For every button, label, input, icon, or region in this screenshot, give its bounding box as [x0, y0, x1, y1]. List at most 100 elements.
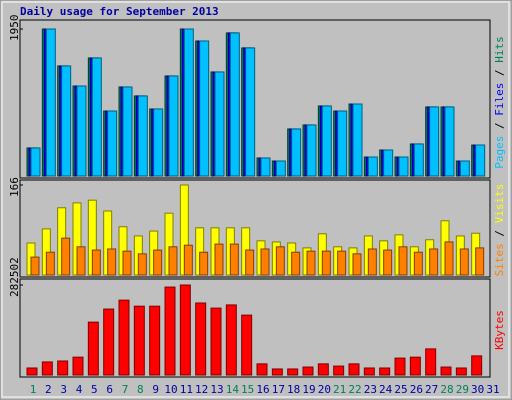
bar: [471, 355, 483, 376]
x-tick-label: 23: [364, 383, 377, 396]
bar: [210, 307, 222, 376]
legend-separator: /: [493, 223, 506, 243]
bar: [229, 243, 239, 276]
legend-entry: KBytes: [493, 310, 506, 350]
bar: [394, 357, 406, 376]
bar: [444, 106, 455, 177]
bar: [321, 105, 332, 177]
x-tick-label: 24: [379, 383, 393, 396]
bar: [153, 249, 163, 276]
bar: [245, 47, 256, 177]
x-tick-label: 18: [287, 383, 300, 396]
bar: [107, 110, 118, 177]
bar: [321, 250, 331, 276]
bar: [383, 249, 393, 276]
x-tick-label: 7: [122, 383, 129, 396]
y-tick-label: 282502: [8, 257, 21, 297]
bar: [122, 86, 133, 177]
bar: [459, 160, 470, 177]
bar: [317, 363, 329, 376]
bar: [413, 143, 424, 177]
x-tick-label: 29: [456, 383, 469, 396]
bar: [168, 75, 179, 177]
x-tick-label: 31: [486, 383, 499, 396]
legend-entry: Sites: [493, 243, 506, 276]
x-tick-label: 26: [410, 383, 423, 396]
bar: [455, 367, 467, 376]
bar: [57, 360, 69, 376]
bar: [291, 251, 301, 276]
x-tick-label: 12: [195, 383, 208, 396]
bar: [153, 108, 164, 177]
bar: [367, 248, 377, 276]
bar: [91, 57, 102, 177]
bar: [383, 149, 394, 177]
bar: [444, 241, 454, 276]
x-tick-label: 8: [137, 383, 144, 396]
bar: [302, 366, 314, 376]
bar: [179, 284, 191, 376]
bar: [72, 356, 84, 376]
legend: Pages / Files / Hits: [493, 36, 506, 169]
bar: [352, 103, 363, 177]
bar: [425, 348, 437, 376]
y-tick-label: 166: [8, 177, 21, 197]
bar: [26, 367, 38, 376]
bar: [275, 160, 286, 177]
bar: [183, 28, 194, 177]
legend-separator: /: [493, 63, 506, 83]
bar: [183, 244, 193, 276]
bar: [61, 237, 71, 276]
legend-entry: Visits: [493, 184, 506, 224]
legend-entry: Hits: [493, 36, 506, 63]
x-tick-label: 10: [164, 383, 177, 396]
bar: [214, 243, 224, 276]
bar: [164, 286, 176, 376]
x-tick-label: 3: [60, 383, 67, 396]
bar: [306, 250, 316, 276]
bar: [337, 110, 348, 177]
bar: [118, 299, 130, 376]
x-tick-label: 11: [180, 383, 193, 396]
x-tick-label: 22: [348, 383, 361, 396]
bar: [275, 246, 285, 276]
bar: [256, 363, 268, 376]
bar: [271, 368, 283, 376]
chart-title: Daily usage for September 2013: [20, 5, 219, 18]
bar: [133, 305, 145, 376]
bar: [260, 157, 271, 177]
legend: Sites / Visits: [493, 184, 506, 277]
x-tick-label: 15: [241, 383, 254, 396]
bar: [367, 156, 378, 177]
bar: [103, 308, 115, 376]
bar: [379, 367, 391, 376]
bar: [199, 40, 210, 177]
bar: [398, 246, 408, 276]
x-tick-label: 2: [45, 383, 52, 396]
bar: [107, 248, 117, 276]
bar: [41, 361, 53, 376]
bar: [199, 251, 209, 276]
bar: [291, 128, 302, 177]
bar: [225, 304, 237, 376]
bar: [440, 366, 452, 376]
bar: [168, 246, 178, 276]
x-tick-label: 20: [318, 383, 331, 396]
bar: [398, 156, 409, 177]
bar: [137, 253, 147, 276]
x-tick-label: 4: [76, 383, 83, 396]
bar: [241, 314, 253, 376]
bar: [122, 250, 132, 276]
legend-entry: Files: [493, 83, 506, 116]
bar: [245, 249, 255, 276]
legend-separator: /: [493, 116, 506, 136]
bar: [137, 95, 148, 177]
bar: [352, 253, 362, 276]
bar: [195, 302, 207, 376]
bar: [429, 248, 439, 276]
bar: [306, 124, 317, 177]
x-tick-label: 13: [210, 383, 223, 396]
bar: [260, 248, 270, 276]
x-tick-label: 9: [152, 383, 159, 396]
